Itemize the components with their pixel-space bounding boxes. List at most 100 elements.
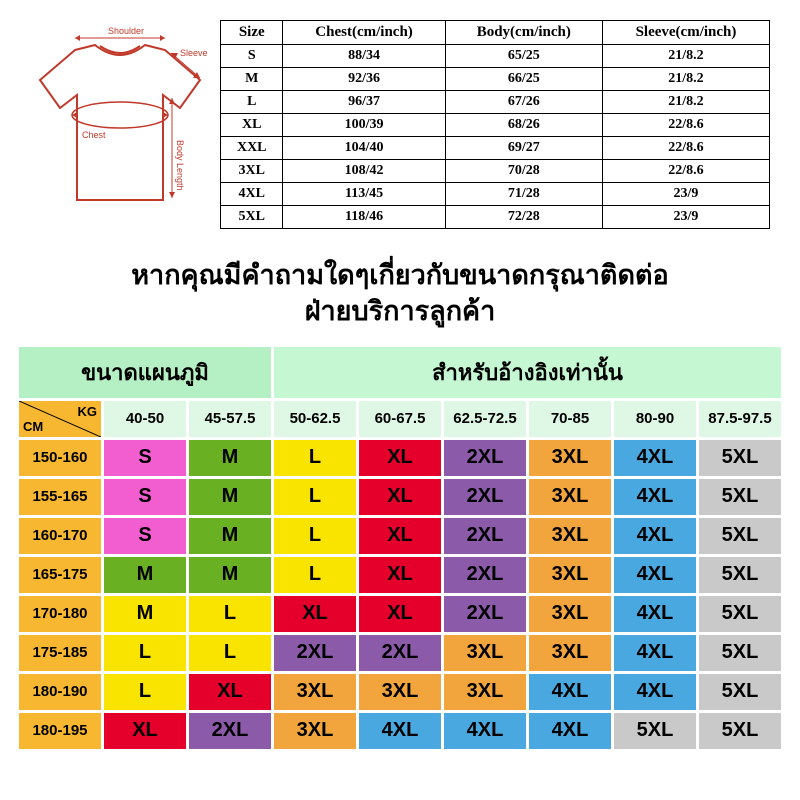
size-table-cell: 69/27: [445, 137, 602, 160]
rec-cm-header: 170-180: [19, 596, 101, 632]
size-table-cell: 92/36: [283, 68, 445, 91]
chest-label: Chest: [82, 130, 106, 140]
rec-cell: 5XL: [699, 596, 781, 632]
shoulder-label: Shoulder: [108, 26, 144, 36]
rec-cell: L: [274, 479, 356, 515]
rec-cell: L: [104, 635, 186, 671]
size-table-cell: 5XL: [221, 206, 283, 229]
rec-cell: M: [104, 596, 186, 632]
size-table-cell: 21/8.2: [602, 68, 769, 91]
rec-cell: S: [104, 479, 186, 515]
size-table-cell: 71/28: [445, 183, 602, 206]
tshirt-diagram: Shoulder Sleeve Chest Body Length: [30, 20, 210, 229]
rec-cm-header: 175-185: [19, 635, 101, 671]
size-table-cell: 23/9: [602, 183, 769, 206]
rec-cell: L: [274, 440, 356, 476]
rec-kg-header: 62.5-72.5: [444, 401, 526, 437]
rec-cell: M: [189, 440, 271, 476]
rec-cell: 2XL: [444, 596, 526, 632]
size-table-header: Sleeve(cm/inch): [602, 21, 769, 45]
rec-cell: M: [104, 557, 186, 593]
size-table-cell: 104/40: [283, 137, 445, 160]
rec-cell: L: [104, 674, 186, 710]
rec-cell: XL: [359, 440, 441, 476]
rec-cell: 4XL: [529, 674, 611, 710]
rec-cell: 3XL: [444, 635, 526, 671]
rec-cell: XL: [359, 518, 441, 554]
rec-cell: 3XL: [529, 479, 611, 515]
rec-cell: M: [189, 479, 271, 515]
rec-cell: 2XL: [359, 635, 441, 671]
rec-cell: XL: [189, 674, 271, 710]
rec-cell: 3XL: [529, 557, 611, 593]
rec-cell: 3XL: [529, 635, 611, 671]
rec-cm-header: 155-165: [19, 479, 101, 515]
rec-cell: 3XL: [359, 674, 441, 710]
rec-cell: 2XL: [444, 440, 526, 476]
rec-cell: 5XL: [699, 557, 781, 593]
rec-cell: 5XL: [699, 674, 781, 710]
recommendation-table: ขนาดแผนภูมิสำหรับอ้างอิงเท่านั้นCMKG40-5…: [16, 344, 784, 752]
size-table-cell: 66/25: [445, 68, 602, 91]
rec-cell: S: [104, 440, 186, 476]
size-table-cell: 88/34: [283, 45, 445, 68]
size-table-cell: 67/26: [445, 91, 602, 114]
rec-kg-header: 45-57.5: [189, 401, 271, 437]
rec-cell: 2XL: [444, 479, 526, 515]
size-table-cell: 22/8.6: [602, 114, 769, 137]
rec-kg-header: 50-62.5: [274, 401, 356, 437]
rec-cell: 2XL: [444, 557, 526, 593]
message-line-1: หากคุณมีคำถามใดๆเกี่ยวกับขนาดกรุณาติดต่อ: [20, 257, 780, 293]
rec-cell: 5XL: [699, 635, 781, 671]
rec-cell: 4XL: [614, 596, 696, 632]
rec-cell: XL: [104, 713, 186, 749]
size-table-cell: 113/45: [283, 183, 445, 206]
rec-header-right: สำหรับอ้างอิงเท่านั้น: [274, 347, 781, 398]
rec-cell: 3XL: [529, 596, 611, 632]
rec-cell: XL: [359, 479, 441, 515]
size-table-cell: 68/26: [445, 114, 602, 137]
rec-cell: 4XL: [614, 557, 696, 593]
rec-cell: 3XL: [444, 674, 526, 710]
rec-cell: 2XL: [189, 713, 271, 749]
rec-cell: 5XL: [699, 518, 781, 554]
size-table-cell: 65/25: [445, 45, 602, 68]
contact-message: หากคุณมีคำถามใดๆเกี่ยวกับขนาดกรุณาติดต่อ…: [0, 239, 800, 344]
rec-cell: 4XL: [614, 635, 696, 671]
size-table-cell: 4XL: [221, 183, 283, 206]
size-table-cell: 3XL: [221, 160, 283, 183]
rec-cell: 2XL: [274, 635, 356, 671]
rec-kg-header: 40-50: [104, 401, 186, 437]
rec-cell: XL: [359, 557, 441, 593]
rec-cell: M: [189, 518, 271, 554]
rec-cell: 4XL: [614, 674, 696, 710]
size-table-cell: S: [221, 45, 283, 68]
size-table-cell: 108/42: [283, 160, 445, 183]
rec-kg-header: 87.5-97.5: [699, 401, 781, 437]
rec-cell: 5XL: [699, 479, 781, 515]
size-table-cell: 22/8.6: [602, 137, 769, 160]
size-table-cell: L: [221, 91, 283, 114]
size-table-cell: 23/9: [602, 206, 769, 229]
rec-cell: 3XL: [529, 518, 611, 554]
size-table-header: Body(cm/inch): [445, 21, 602, 45]
rec-cell: 4XL: [614, 518, 696, 554]
size-table-cell: XXL: [221, 137, 283, 160]
rec-cm-header: 180-190: [19, 674, 101, 710]
size-table-cell: 100/39: [283, 114, 445, 137]
size-table-header: Chest(cm/inch): [283, 21, 445, 45]
rec-corner: CMKG: [19, 401, 101, 437]
body-length-label: Body Length: [175, 140, 185, 191]
size-table-cell: 21/8.2: [602, 45, 769, 68]
rec-cell: S: [104, 518, 186, 554]
rec-cell: L: [274, 557, 356, 593]
rec-cell: 4XL: [529, 713, 611, 749]
rec-kg-header: 70-85: [529, 401, 611, 437]
rec-cell: L: [189, 596, 271, 632]
message-line-2: ฝ่ายบริการลูกค้า: [20, 293, 780, 329]
rec-cell: 5XL: [699, 713, 781, 749]
rec-cm-header: 180-195: [19, 713, 101, 749]
rec-kg-header: 60-67.5: [359, 401, 441, 437]
rec-cm-header: 160-170: [19, 518, 101, 554]
rec-cell: 5XL: [699, 440, 781, 476]
